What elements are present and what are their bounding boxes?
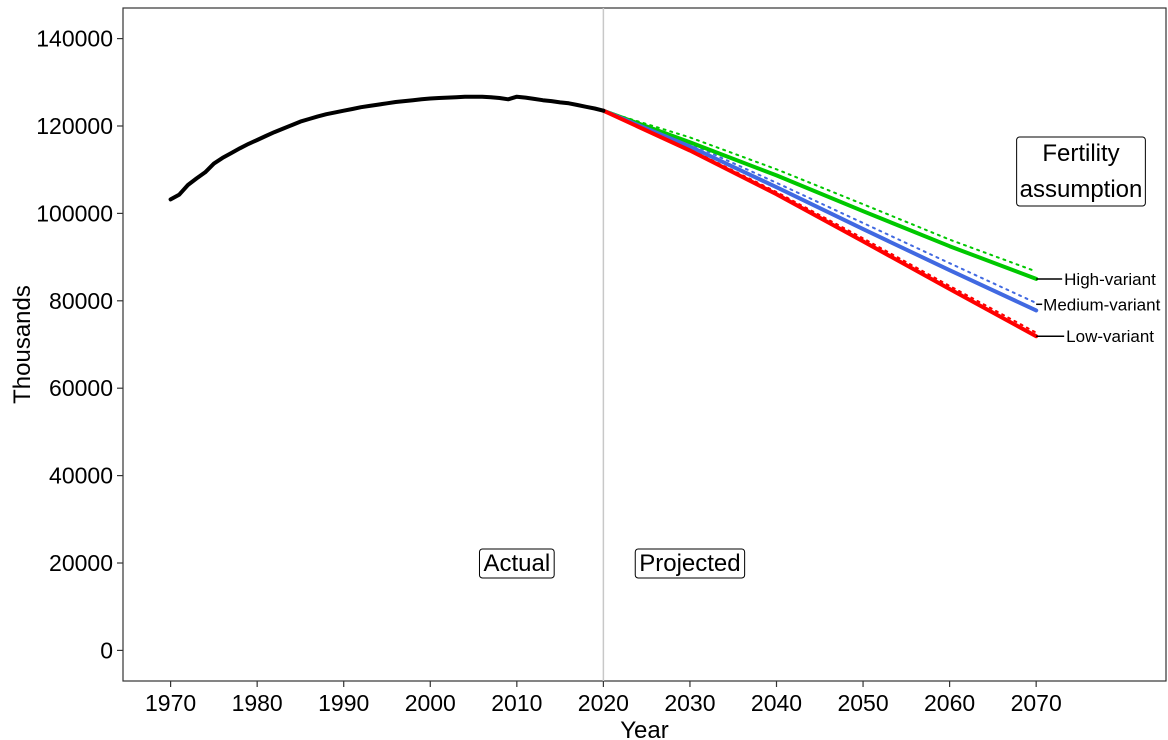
y-axis-title: Thousands xyxy=(9,285,36,404)
x-tick-label: 1990 xyxy=(318,690,369,716)
legend-title-line2: assumption xyxy=(1020,176,1143,203)
y-tick-label: 120000 xyxy=(36,113,113,139)
series-label: Low-variant xyxy=(1066,327,1154,346)
series-line xyxy=(601,108,1039,339)
actual-label: Actual xyxy=(483,550,550,577)
x-axis-title: Year xyxy=(620,717,669,740)
plot-panel xyxy=(122,7,1167,682)
y-tick-label: 0 xyxy=(100,637,113,663)
actual-label-box: Actual xyxy=(478,548,555,579)
x-tick-label: 2050 xyxy=(837,690,888,716)
x-tick-label: 2030 xyxy=(664,690,715,716)
x-tick-label: 1980 xyxy=(232,690,283,716)
x-axis: 1970 1980 1990 2000 2010 2020 2030 2040 2050 2060… xyxy=(145,681,1062,716)
series-line xyxy=(601,108,1039,313)
series-label: High-variant xyxy=(1064,270,1156,289)
y-tick-label: 100000 xyxy=(36,200,113,226)
x-tick-label: 2010 xyxy=(491,690,542,716)
legend-title-line1: Fertility xyxy=(1042,140,1119,167)
series-dotted-line xyxy=(602,109,1038,273)
y-tick-label: 140000 xyxy=(36,26,113,52)
series-layer xyxy=(168,94,1039,339)
legend-box xyxy=(1016,136,1146,207)
x-tick-label: 2020 xyxy=(578,690,629,716)
series-label: Medium-variant xyxy=(1043,295,1160,314)
y-tick-label: 80000 xyxy=(49,288,113,314)
y-tick-label: 40000 xyxy=(49,463,113,489)
x-tick-label: 2000 xyxy=(405,690,456,716)
labels-layer: High-variant Medium-variant Low-variant xyxy=(1036,270,1161,346)
legend-title-box: Fertility assumption xyxy=(1016,136,1146,207)
actual-box xyxy=(478,548,555,579)
x-tick-label: 1970 xyxy=(145,690,196,716)
projected-box xyxy=(634,548,746,579)
y-tick-label: 20000 xyxy=(49,550,113,576)
x-tick-label: 2040 xyxy=(751,690,802,716)
y-tick-label: 60000 xyxy=(49,375,113,401)
actual-series-line xyxy=(168,94,606,202)
series-line xyxy=(601,108,1039,281)
x-tick-label: 2070 xyxy=(1011,690,1062,716)
projected-label: Projected xyxy=(639,550,740,577)
x-tick-label: 2060 xyxy=(924,690,975,716)
y-axis: 0 20000 40000 60000 80000 100000 120000 140000 xyxy=(36,26,123,663)
projected-label-box: Projected xyxy=(634,548,746,579)
